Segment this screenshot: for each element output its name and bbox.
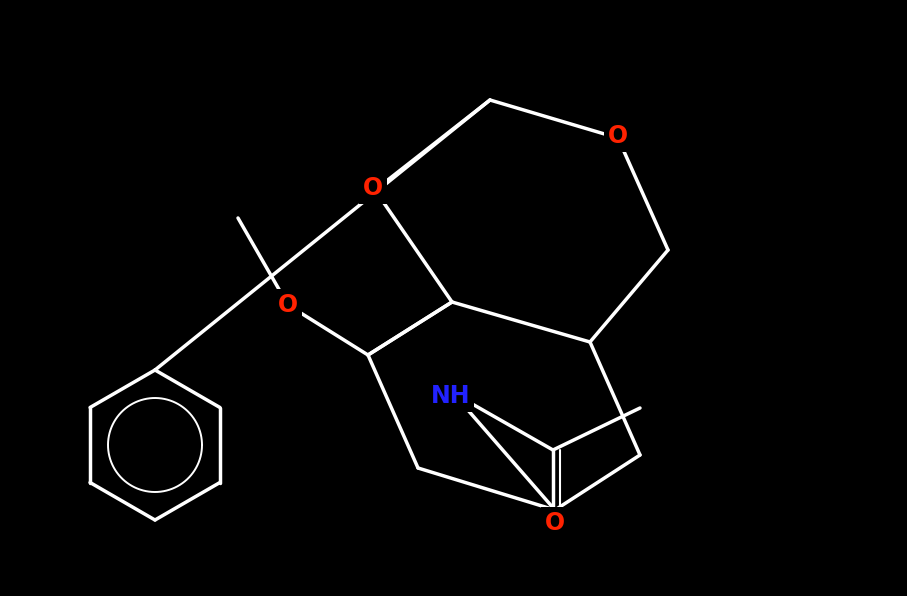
Text: O: O <box>545 511 565 535</box>
Text: NH: NH <box>431 384 471 408</box>
Text: O: O <box>278 293 298 317</box>
Text: O: O <box>363 176 383 200</box>
Text: O: O <box>608 124 628 148</box>
